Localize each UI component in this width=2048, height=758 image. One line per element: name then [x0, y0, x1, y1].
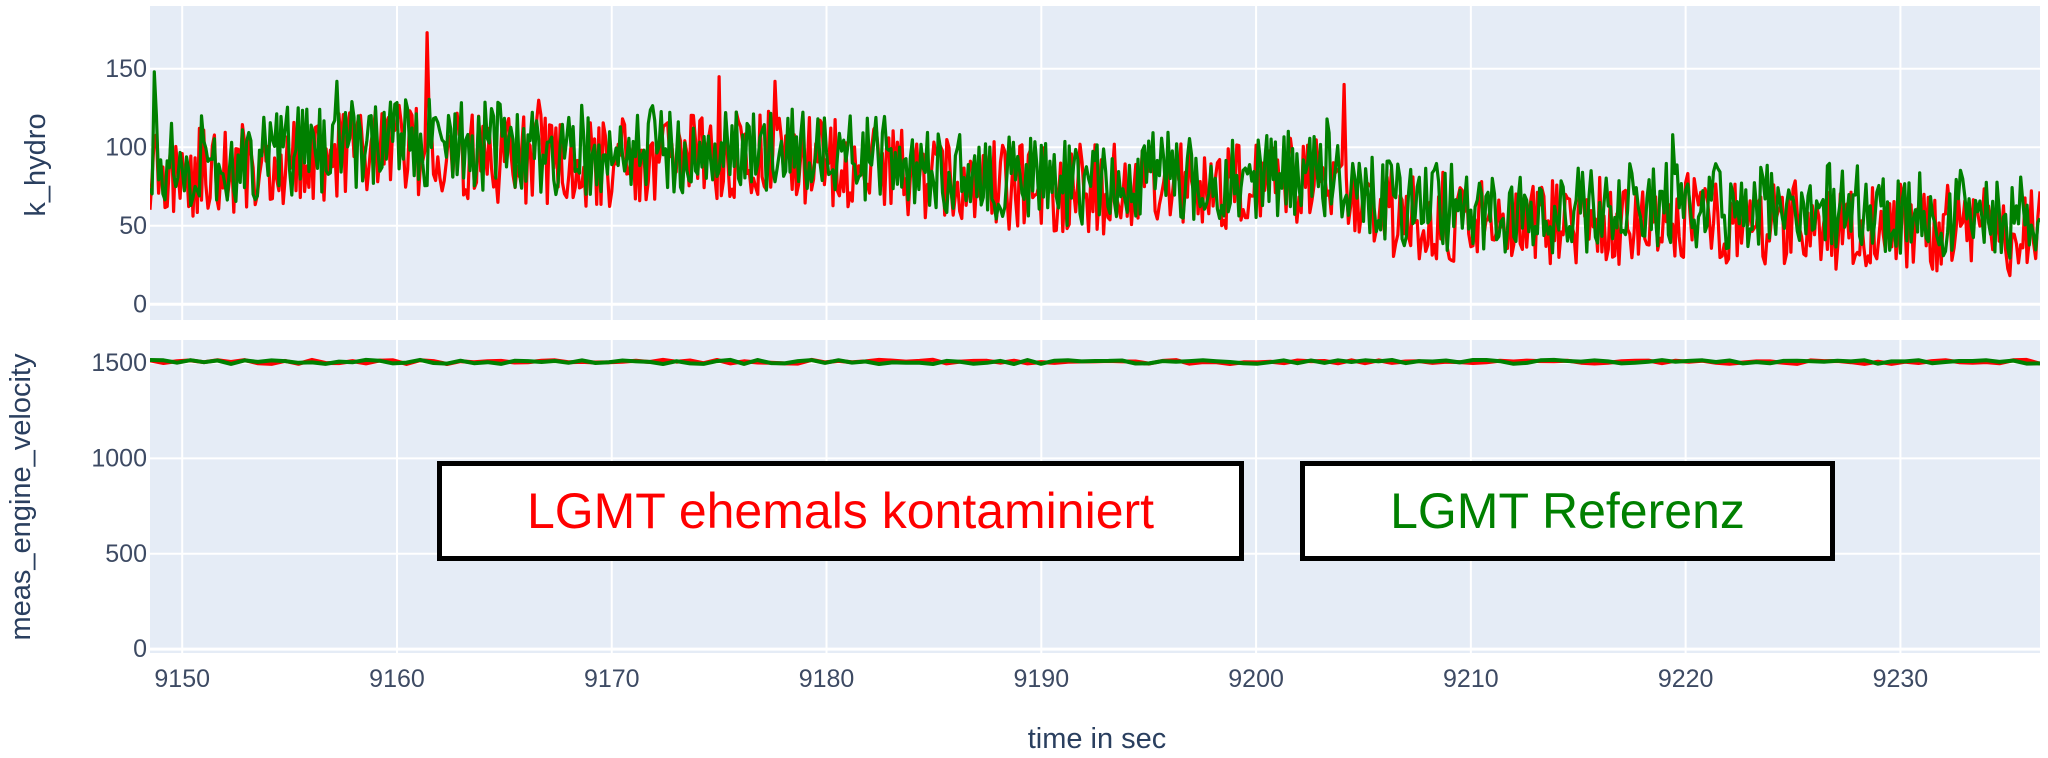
x-axis-title: time in sec	[1028, 723, 1167, 755]
y-tick-label: 500	[105, 540, 147, 568]
x-tick-label: 9190	[1013, 665, 1069, 693]
legend-label-reference: LGMT Referenz	[1390, 483, 1745, 539]
x-tick-label: 9150	[154, 665, 210, 693]
y-tick-label: 1500	[91, 349, 147, 377]
y-axis-title-bottom: meas_engine_velocity	[5, 353, 37, 640]
legend-label-contaminated: LGMT ehemals kontaminiert	[526, 483, 1155, 539]
series-line-reference	[150, 357, 2040, 366]
x-tick-label: 9220	[1658, 665, 1714, 693]
y-tick-label: 50	[119, 212, 147, 240]
top-subplot: 0 50 100 150	[105, 6, 2040, 320]
series-line-contaminated	[150, 31, 2040, 278]
y-tick-label: 100	[105, 133, 147, 161]
x-tick-label: 9170	[584, 665, 640, 693]
series-line-reference	[150, 70, 2040, 260]
y-tick-label: 150	[105, 55, 147, 83]
y-tick-label: 0	[133, 635, 147, 663]
x-tick-label: 9210	[1443, 665, 1499, 693]
legend-box-reference: LGMT Referenz	[1300, 461, 1835, 561]
x-tick-label: 9230	[1873, 665, 1929, 693]
x-tick-label: 9160	[369, 665, 425, 693]
y-axis-title-top: k_hydro	[20, 113, 52, 216]
legend-box-contaminated: LGMT ehemals kontaminiert	[437, 461, 1244, 561]
y-tick-label: 0	[133, 290, 147, 318]
x-tick-label: 9200	[1228, 665, 1284, 693]
y-tick-label: 1000	[91, 444, 147, 472]
x-tick-label: 9180	[799, 665, 855, 693]
